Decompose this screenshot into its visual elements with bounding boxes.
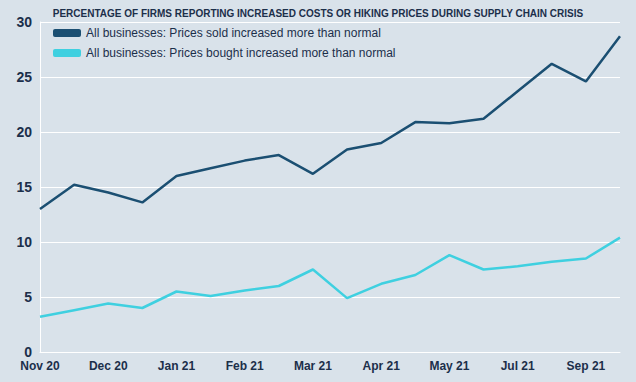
svg-text:PERCENTAGE OF FIRMS REPORTING: PERCENTAGE OF FIRMS REPORTING INCREASED … [53,8,584,19]
svg-text:Feb 21: Feb 21 [226,359,264,373]
svg-text:Nov 20: Nov 20 [20,359,60,373]
svg-text:Apr 21: Apr 21 [362,359,400,373]
svg-text:20: 20 [16,124,32,140]
svg-text:Dec 20: Dec 20 [89,359,128,373]
svg-text:Sep 21: Sep 21 [567,359,606,373]
svg-text:All businesses: Prices bought: All businesses: Prices bought increased … [86,46,396,60]
svg-text:15: 15 [16,179,32,195]
svg-text:25: 25 [16,69,32,85]
svg-text:Jan 21: Jan 21 [158,359,196,373]
svg-text:0: 0 [24,344,32,360]
svg-text:May 21: May 21 [429,359,469,373]
svg-text:10: 10 [16,234,32,250]
svg-text:5: 5 [24,289,32,305]
svg-text:All businesses: Prices sold in: All businesses: Prices sold increased mo… [86,26,381,40]
svg-text:30: 30 [16,14,32,30]
svg-text:Jul 21: Jul 21 [501,359,535,373]
svg-text:Mar 21: Mar 21 [294,359,332,373]
